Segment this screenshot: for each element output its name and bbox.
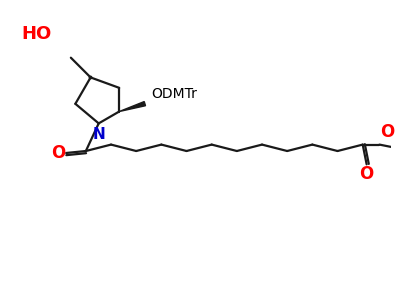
Text: O: O	[381, 123, 395, 141]
Text: N: N	[92, 127, 105, 142]
Text: O: O	[51, 144, 65, 162]
Polygon shape	[119, 102, 145, 112]
Text: ODMTr: ODMTr	[151, 87, 197, 101]
Text: O: O	[360, 165, 374, 183]
Text: HO: HO	[22, 25, 52, 43]
